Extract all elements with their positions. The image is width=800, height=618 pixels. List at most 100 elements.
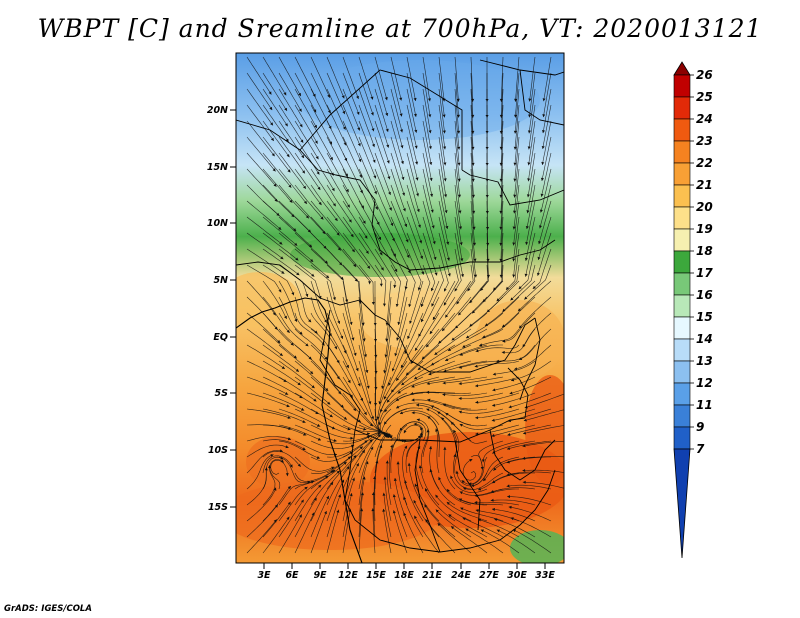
streamline-arrow (364, 354, 367, 358)
streamline-arrow (382, 508, 386, 512)
streamline-arrow (413, 97, 417, 101)
streamline-arrow (414, 515, 417, 519)
streamline-arrow (445, 358, 449, 361)
streamline-arrow (383, 370, 387, 374)
streamline-arrow (462, 517, 466, 521)
streamline (507, 496, 552, 506)
streamline-arrow (273, 183, 277, 187)
streamline (246, 376, 289, 395)
streamline-arrow (359, 446, 363, 450)
streamline (422, 184, 435, 229)
streamline (422, 88, 431, 134)
streamline (518, 296, 552, 329)
streamline (246, 519, 277, 554)
streamline-arrow (301, 407, 305, 411)
streamline-arrow (345, 189, 349, 193)
streamline-arrow (459, 226, 462, 230)
streamline (294, 280, 312, 323)
streamline (326, 344, 351, 384)
streamline-arrow (362, 476, 366, 480)
streamline (454, 216, 463, 262)
streamline (294, 184, 324, 220)
streamline (326, 446, 364, 474)
streamline (358, 446, 374, 490)
streamline-arrow (351, 337, 355, 341)
streamline (294, 469, 336, 490)
streamline-arrow (538, 241, 542, 245)
streamline (430, 344, 472, 366)
streamline-arrow (288, 184, 292, 188)
streamline (458, 360, 504, 369)
streamline (482, 264, 504, 303)
streamline (358, 328, 368, 374)
streamline-arrow (502, 339, 506, 343)
streamline (454, 296, 488, 329)
streamline (326, 509, 339, 554)
streamline (262, 264, 295, 296)
streamline-arrow (366, 385, 370, 389)
streamline (310, 200, 340, 236)
streamline-arrow (403, 512, 407, 516)
streamline-arrow (337, 320, 341, 324)
streamline (294, 456, 335, 472)
streamline (294, 376, 331, 405)
streamline (358, 136, 377, 179)
streamline (326, 72, 346, 115)
streamline-arrow (404, 223, 408, 227)
streamline (378, 392, 408, 426)
streamline (278, 168, 308, 205)
streamline-arrow (400, 411, 404, 415)
streamline (388, 344, 408, 386)
streamline-arrow (432, 316, 436, 320)
streamline (246, 88, 274, 126)
streamline-arrow (350, 436, 354, 440)
streamline (294, 296, 318, 334)
streamline (374, 264, 387, 307)
streamline-arrow (444, 288, 447, 292)
streamline-arrow (349, 394, 353, 398)
streamline (522, 456, 564, 460)
streamline-arrow (418, 465, 422, 469)
lon-label: 3E (257, 570, 271, 581)
streamline-arrow (388, 382, 391, 386)
streamline (406, 88, 417, 133)
streamline-arrow (338, 494, 341, 498)
streamline-arrow (305, 343, 309, 347)
streamline (443, 360, 488, 372)
streamline (294, 392, 333, 418)
streamline-arrow (378, 401, 382, 405)
streamline (262, 328, 297, 359)
streamline (374, 120, 390, 164)
coastlines (236, 297, 363, 563)
streamline-arrow (396, 377, 400, 381)
axis-ticks (230, 109, 546, 569)
streamline-arrow (294, 318, 297, 322)
streamline (262, 152, 292, 188)
streamline (278, 408, 321, 427)
streamline-arrow (444, 210, 448, 214)
streamline-arrow (316, 171, 320, 175)
streamline-arrow (300, 139, 304, 143)
streamline-arrow (389, 435, 393, 439)
streamline-arrow (457, 130, 461, 134)
streamline (342, 184, 366, 224)
colorbar-segment (673, 294, 691, 318)
streamline (514, 344, 552, 370)
streamline (396, 296, 408, 341)
streamline (486, 232, 489, 278)
streamline (426, 376, 472, 385)
streamline-arrow (510, 297, 514, 301)
streamline-arrow (446, 241, 450, 245)
streamline (422, 152, 433, 197)
streamline (405, 344, 440, 376)
streamline (454, 88, 460, 134)
streamline (310, 56, 331, 98)
streamline (482, 440, 520, 463)
streamline-arrow (417, 367, 421, 370)
streamline (522, 481, 564, 489)
streamline-arrow (428, 130, 432, 134)
colorbar-segment (673, 206, 691, 230)
streamline (374, 104, 389, 148)
streamline (475, 424, 520, 435)
